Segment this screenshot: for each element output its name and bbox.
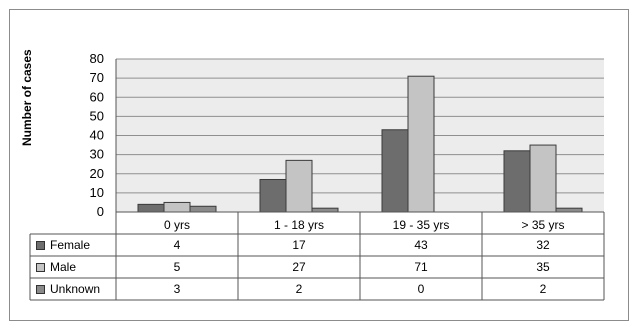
table-cell-value: 35 — [536, 260, 550, 274]
x-category-label: 19 - 35 yrs — [392, 218, 450, 232]
table-cell-value: 0 — [417, 282, 425, 296]
y-tick-label: 30 — [90, 147, 104, 162]
x-category-label: 0 yrs — [163, 218, 190, 232]
table-cell-value: 43 — [414, 238, 428, 252]
table-cell-value: 17 — [292, 238, 306, 252]
y-tick-label: 60 — [90, 89, 104, 104]
bar-female — [137, 203, 165, 213]
bar-female — [503, 150, 531, 213]
table-cell-value: 2 — [539, 282, 547, 296]
table-cell-value: 2 — [295, 282, 303, 296]
bar-male — [163, 201, 191, 213]
bar-male — [529, 144, 557, 213]
legend-swatch — [36, 285, 45, 294]
y-tick-label: 20 — [90, 166, 104, 181]
bar-male — [285, 159, 313, 213]
legend-swatch — [36, 241, 45, 250]
bar-unknown — [189, 205, 217, 213]
x-category-label: > 35 yrs — [521, 218, 565, 232]
bar-female — [381, 129, 409, 213]
y-tick-label: 10 — [90, 185, 104, 200]
legend-row-unknown: Unknown — [36, 278, 102, 300]
table-cell-value: 5 — [173, 260, 181, 274]
y-tick-label: 0 — [97, 204, 104, 219]
x-category-label: 1 - 18 yrs — [273, 218, 324, 232]
table-cell-value: 32 — [536, 238, 550, 252]
bar-unknown — [555, 207, 583, 213]
y-axis-label: Number of cases — [20, 49, 40, 146]
table-cell-value: 27 — [292, 260, 306, 274]
series-name: Female — [50, 238, 91, 252]
y-tick-label: 80 — [90, 51, 104, 66]
bar-unknown — [311, 207, 339, 213]
table-cell-value: 3 — [173, 282, 181, 296]
y-tick-label: 50 — [90, 108, 104, 123]
legend-row-female: Female — [36, 234, 102, 256]
legend-swatch — [36, 263, 45, 272]
y-tick-label: 70 — [90, 70, 104, 85]
bar-male — [407, 75, 435, 213]
series-name: Unknown — [50, 282, 101, 296]
bar-female — [259, 178, 287, 213]
legend-row-male: Male — [36, 256, 102, 278]
y-tick-label: 40 — [90, 128, 104, 143]
table-cell-value: 71 — [414, 260, 428, 274]
table-cell-value: 4 — [173, 238, 181, 252]
series-name: Male — [50, 260, 77, 274]
